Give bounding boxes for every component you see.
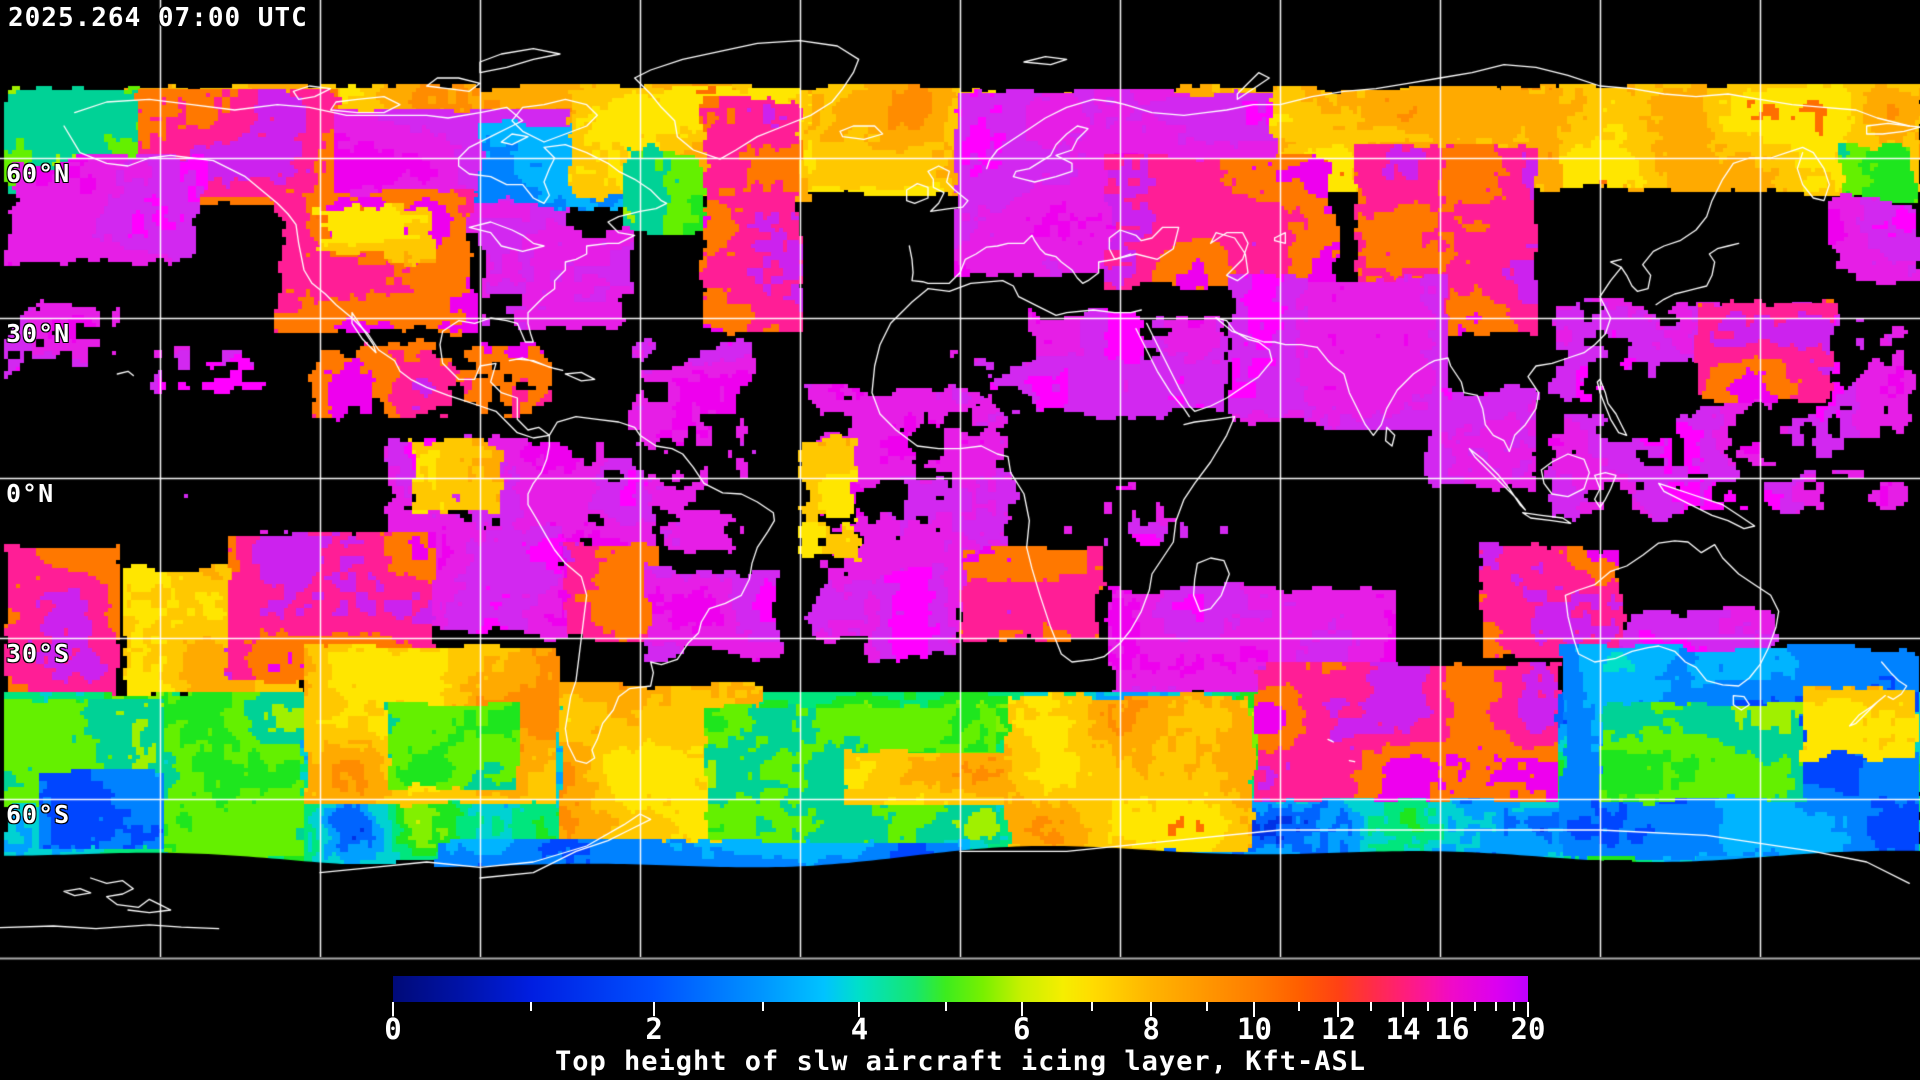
colorbar-tick-18 bbox=[1495, 1002, 1498, 1011]
lat-label-60n: 60°N bbox=[6, 159, 71, 188]
lat-label-30s: 30°S bbox=[6, 639, 71, 668]
colorbar-tick-12 bbox=[1337, 1002, 1340, 1017]
colorbar-tick-label-10: 10 bbox=[1236, 1012, 1272, 1046]
colorbar-tick-14 bbox=[1402, 1002, 1405, 1017]
colorbar-tick-5 bbox=[944, 1002, 947, 1011]
colorbar-tick-20 bbox=[1527, 1002, 1529, 1017]
colorbar-tick-label-4: 4 bbox=[850, 1012, 869, 1046]
colorbar-tick-9 bbox=[1205, 1002, 1208, 1011]
colorbar-tick-17 bbox=[1473, 1002, 1476, 1011]
colorbar-tick-label-14: 14 bbox=[1385, 1012, 1421, 1046]
colorbar-tick-label-6: 6 bbox=[1013, 1012, 1031, 1046]
colorbar-gradient bbox=[393, 976, 1528, 1002]
timestamp: 2025.264 07:00 UTC bbox=[8, 3, 308, 33]
colorbar-tick-label-12: 12 bbox=[1320, 1012, 1356, 1046]
colorbar-tick-label-20: 20 bbox=[1510, 1012, 1546, 1046]
colorbar-tick-16 bbox=[1450, 1002, 1453, 1017]
colorbar-tick-6 bbox=[1020, 1002, 1023, 1017]
colorbar-tick-7 bbox=[1091, 1002, 1094, 1011]
colorbar-tick-label-0: 0 bbox=[384, 1012, 402, 1046]
colorbar-tick-1 bbox=[530, 1002, 533, 1011]
colorbar-tick-11 bbox=[1297, 1002, 1300, 1011]
colorbar-tick-15 bbox=[1427, 1002, 1430, 1011]
colorbar-tick-0 bbox=[392, 1002, 394, 1017]
lat-label-60s: 60°S bbox=[6, 800, 71, 829]
lat-label-0n: 0°N bbox=[6, 479, 55, 508]
colorbar-tick-10 bbox=[1253, 1002, 1256, 1017]
colorbar-tick-19 bbox=[1513, 1002, 1516, 1011]
colorbar-tick-2 bbox=[653, 1002, 656, 1017]
colorbar-tick-8 bbox=[1150, 1002, 1153, 1017]
colorbar-title: Top height of slw aircraft icing layer, … bbox=[554, 1046, 1366, 1077]
colorbar-tick-label-8: 8 bbox=[1142, 1012, 1160, 1046]
colorbar-tick-13 bbox=[1370, 1002, 1373, 1011]
colorbar-tick-label-2: 2 bbox=[645, 1012, 663, 1046]
colorbar-tick-3 bbox=[762, 1002, 764, 1011]
lat-label-30n: 30°N bbox=[6, 319, 71, 348]
colorbar-tick-4 bbox=[858, 1002, 861, 1017]
colorbar-tick-label-16: 16 bbox=[1434, 1012, 1470, 1046]
